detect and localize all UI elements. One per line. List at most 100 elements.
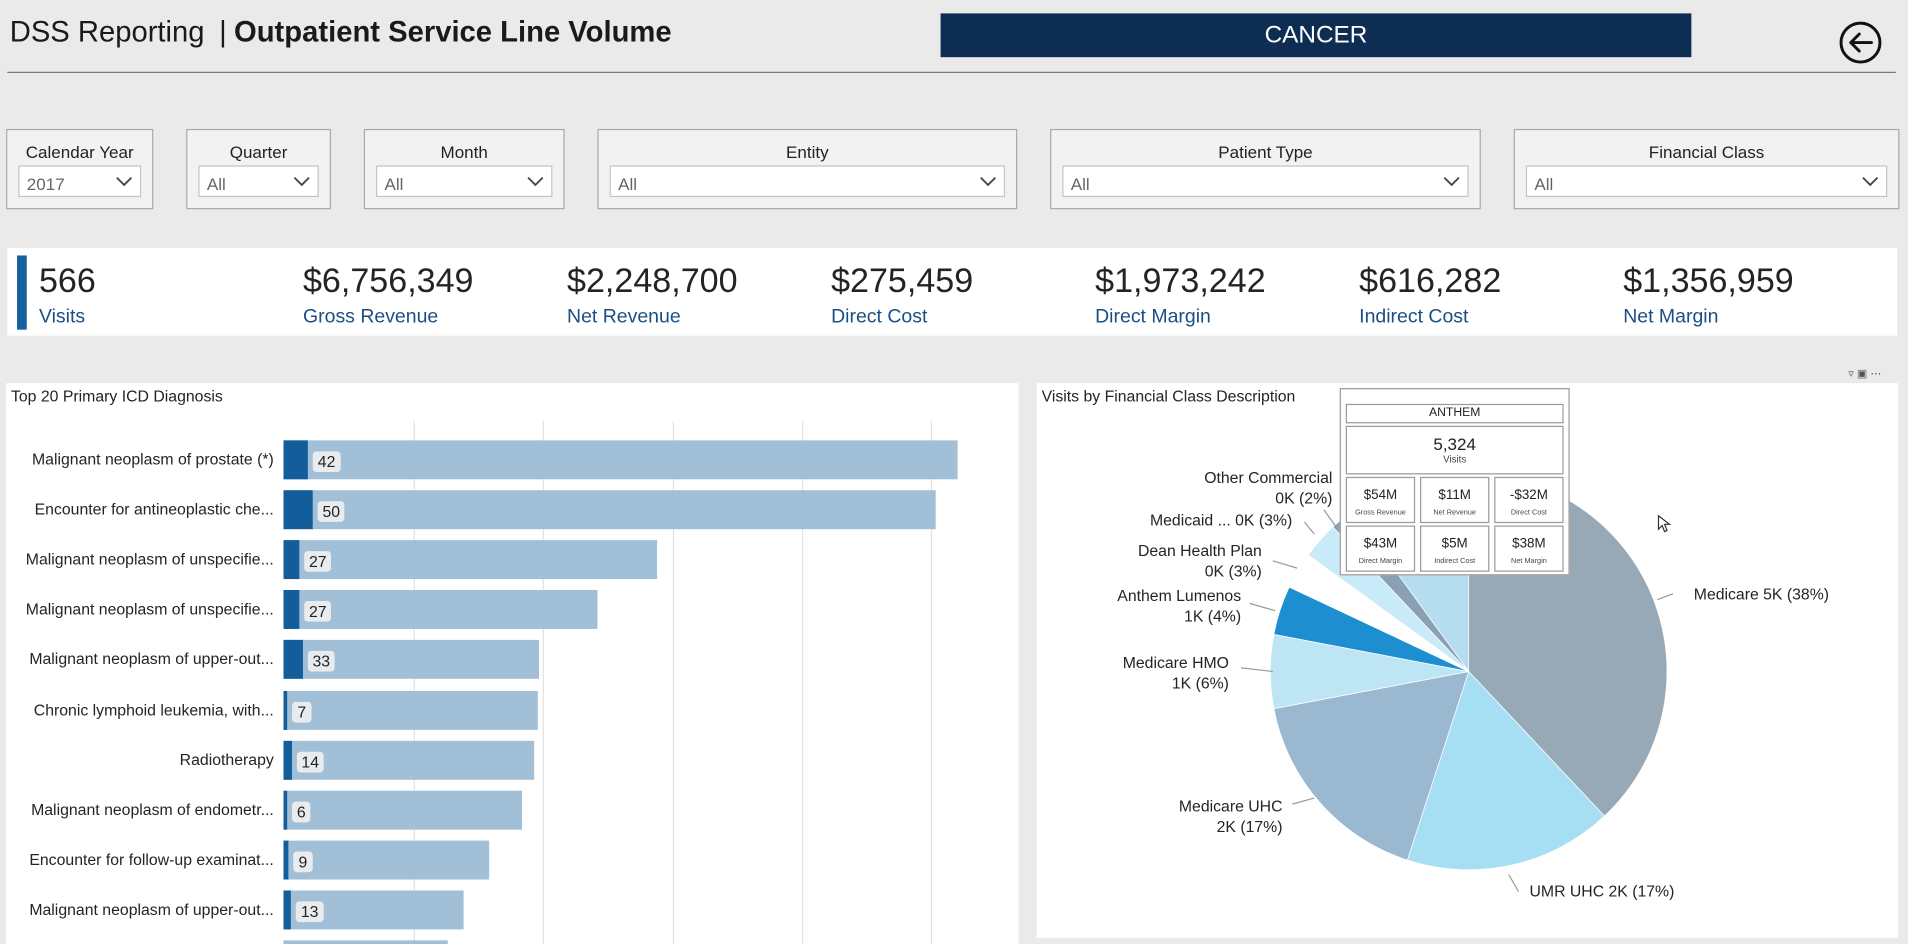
tooltip-visits-label: Visits (1443, 453, 1467, 465)
more-options-icon[interactable]: ⋯ (1870, 367, 1882, 380)
pie-data-label: UMR UHC 2K (17%) (1530, 884, 1675, 901)
pie-data-label: 1K (4%) (1184, 609, 1241, 626)
bar-category-label: Malignant neoplasm of upper-out... (29, 900, 274, 919)
slicer-label: Patient Type (1218, 142, 1313, 162)
tooltip-cell-label: Indirect Cost (1434, 558, 1476, 566)
bar-data-label: 50 (317, 501, 345, 522)
tooltip-cell-value: $43M (1363, 536, 1398, 552)
bar-total[interactable] (283, 590, 598, 630)
report-title: DSS Reporting | Outpatient Service Line Vo… (10, 16, 672, 50)
kpi-strip (7, 248, 1897, 336)
bar-highlight[interactable] (283, 540, 300, 580)
slicer-label: Entity (786, 142, 829, 162)
tooltip-cell: $43M Direct Margin (1345, 525, 1416, 572)
patient-type-dropdown[interactable]: All (1062, 165, 1469, 198)
pie-data-label: 0K (2%) (1275, 491, 1332, 508)
bar-total[interactable] (283, 440, 958, 480)
bar-gridline (801, 420, 804, 944)
bar-highlight[interactable] (283, 490, 313, 530)
month-dropdown[interactable]: All (375, 165, 553, 198)
pie-data-label: Medicare UHC (1179, 798, 1283, 815)
tooltip-cell-value: $38M (1512, 536, 1546, 552)
header-divider (7, 71, 1896, 73)
bar-gridline (542, 420, 544, 944)
bar-data-label: 33 (307, 651, 335, 672)
financial-class-dropdown[interactable]: All (1525, 165, 1888, 198)
bar-total[interactable] (283, 740, 535, 780)
bar-total[interactable] (283, 540, 658, 580)
calendar-year-dropdown[interactable]: 2017 (18, 165, 142, 198)
bar-total[interactable] (283, 690, 539, 730)
slicer-label: Calendar Year (25, 142, 134, 162)
dropdown-value: All (618, 173, 638, 194)
bar-category-label: Malignant neoplasm of prostate (*) (31, 450, 274, 469)
tooltip-header: ANTHEM (1345, 403, 1564, 424)
filter-icon[interactable]: ▿ (1848, 367, 1854, 380)
pie-leader-line (1323, 509, 1337, 528)
bar-category-label: Malignant neoplasm of unspecifie... (25, 550, 274, 569)
kpi-direct-cost-label: Direct Cost (831, 306, 928, 328)
pie-data-label: Medicare HMO (1123, 655, 1229, 672)
bar-category-label: Radiotherapy (179, 750, 274, 769)
slicer-label: Quarter (229, 142, 288, 162)
kpi-direct-cost-value: $275,459 (831, 261, 974, 300)
bar-data-label: 27 (304, 551, 332, 572)
bar-highlight[interactable] (283, 590, 300, 630)
tooltip-cell-label: Net Revenue (1433, 509, 1476, 518)
tooltip-cell: -$32M Direct Cost (1494, 476, 1564, 524)
kpi-gross-revenue-value: $6,756,349 (302, 261, 474, 300)
kpi-accent-bar (17, 255, 27, 330)
bar-total[interactable] (283, 840, 489, 880)
pie-data-label: Dean Health Plan (1138, 543, 1262, 560)
dropdown-value: All (1534, 173, 1554, 194)
slicer-quarter: Quarter All (186, 128, 331, 210)
pie-tooltip: ANTHEM 5,324 Visits $54M Gross Revenue $… (1339, 388, 1570, 576)
tooltip-cell-label: Direct Margin (1358, 558, 1403, 566)
kpi-indirect-cost-value: $616,282 (1359, 261, 1502, 300)
pie-leader-line (1292, 797, 1315, 805)
pie-data-label: Other Commercial (1204, 470, 1332, 487)
bar-category-label: Chronic lymphoid leukemia, with... (33, 700, 274, 719)
bar-category-label: Malignant neoplasm of upper-out... (29, 650, 274, 669)
tooltip-cell-value: $11M (1438, 487, 1471, 503)
bar-total[interactable] (283, 940, 448, 944)
bar-category-label: Encounter for follow-up examinat... (29, 850, 274, 869)
pie-chart-title: Visits by Financial Class Description (1041, 386, 1296, 406)
bar-highlight[interactable] (283, 440, 309, 480)
bar-total[interactable] (283, 490, 936, 530)
kpi-visits-label: Visits (38, 306, 86, 328)
pie-data-label: 0K (3%) (1205, 564, 1262, 581)
mouse-cursor-icon (1657, 514, 1672, 533)
pie-slice[interactable] (1406, 670, 1605, 871)
kpi-net-revenue-value: $2,248,700 (567, 261, 738, 300)
pie-data-label: 1K (6%) (1172, 676, 1229, 693)
chevron-down-icon (293, 176, 310, 187)
bar-highlight[interactable] (283, 690, 288, 730)
bar-gridline (930, 420, 933, 944)
bar-highlight[interactable] (283, 640, 303, 680)
focus-mode-icon[interactable]: ▣ (1856, 367, 1868, 380)
entity-dropdown[interactable]: All (609, 165, 1006, 198)
bar-total[interactable] (283, 790, 523, 830)
kpi-visits-value: 566 (38, 261, 96, 300)
visual-header-icons: ▿ ▣ ⋯ (1848, 367, 1881, 380)
service-line-label: CANCER (1264, 21, 1368, 49)
pie-leader-line (1508, 874, 1520, 892)
service-line-banner: CANCER (940, 13, 1692, 58)
tooltip-main-metric: 5,324 Visits (1345, 425, 1564, 475)
back-button[interactable] (1839, 21, 1882, 64)
tooltip-cell-value: $5M (1441, 536, 1468, 552)
bar-gridline (672, 420, 675, 944)
bar-highlight[interactable] (283, 890, 292, 930)
bar-highlight[interactable] (283, 840, 289, 880)
pie-leader-line (1249, 602, 1276, 612)
tooltip-cell-value: -$32M (1509, 487, 1548, 503)
chevron-down-icon (1862, 176, 1879, 187)
pie-slice[interactable] (1273, 671, 1470, 861)
slicer-patient-type: Patient Type All (1050, 128, 1481, 210)
slicer-label: Month (440, 142, 488, 162)
bar-highlight[interactable] (283, 790, 288, 830)
bar-highlight[interactable] (283, 740, 292, 780)
chevron-down-icon (116, 176, 133, 187)
quarter-dropdown[interactable]: All (198, 165, 319, 198)
